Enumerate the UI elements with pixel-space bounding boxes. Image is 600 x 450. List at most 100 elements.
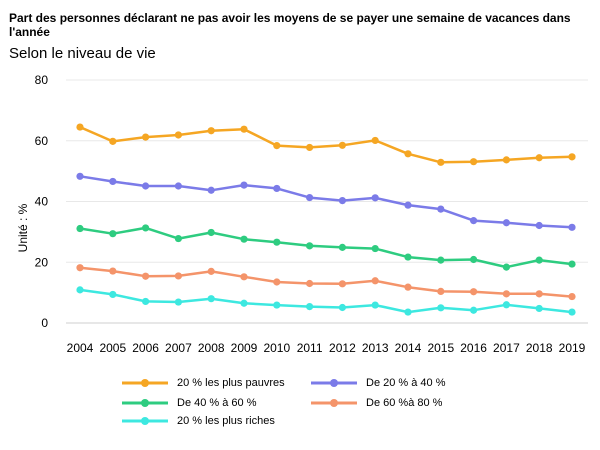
data-point[interactable] — [273, 184, 281, 193]
data-point[interactable] — [174, 234, 182, 243]
data-point[interactable] — [76, 123, 84, 131]
data-point[interactable] — [76, 286, 84, 294]
x-tick-label: 2015 — [427, 341, 454, 355]
x-tick-label: 2007 — [165, 341, 192, 355]
data-point[interactable] — [109, 177, 117, 186]
data-point[interactable] — [568, 292, 576, 301]
data-point[interactable] — [371, 277, 379, 285]
data-point[interactable] — [207, 186, 215, 194]
x-tick-label: 2017 — [493, 341, 520, 355]
data-point[interactable] — [306, 143, 314, 152]
data-point[interactable] — [437, 205, 445, 213]
data-point[interactable] — [371, 301, 379, 309]
data-point[interactable] — [535, 154, 543, 162]
data-point[interactable] — [338, 141, 346, 149]
data-point[interactable] — [207, 228, 215, 237]
x-tick-label: 2018 — [526, 341, 553, 355]
data-point[interactable] — [404, 283, 412, 291]
data-point[interactable] — [109, 267, 117, 275]
x-tick-label: 2013 — [362, 341, 389, 355]
data-point[interactable] — [568, 308, 576, 316]
data-point[interactable] — [437, 256, 445, 264]
y-tick-label: 20 — [35, 255, 49, 269]
data-point[interactable] — [470, 306, 478, 314]
data-point[interactable] — [404, 201, 412, 209]
data-point[interactable] — [240, 273, 248, 281]
data-point[interactable] — [76, 172, 84, 180]
data-point[interactable] — [338, 303, 346, 312]
data-point[interactable] — [109, 290, 117, 299]
data-point[interactable] — [437, 158, 445, 166]
series-line — [79, 226, 573, 269]
y-tick-labels: 0 20 40 60 80 — [35, 73, 49, 330]
data-point[interactable] — [174, 298, 182, 306]
data-point[interactable] — [76, 264, 84, 272]
x-tick-label: 2009 — [231, 341, 258, 355]
data-point[interactable] — [535, 256, 543, 264]
data-point[interactable] — [535, 304, 543, 313]
x-tick-label: 2014 — [395, 341, 422, 355]
data-point[interactable] — [470, 255, 478, 264]
data-point[interactable] — [306, 193, 314, 202]
data-point[interactable] — [338, 196, 346, 205]
data-point[interactable] — [273, 278, 281, 286]
data-point[interactable] — [207, 295, 215, 303]
data-point[interactable] — [142, 272, 150, 280]
data-point[interactable] — [142, 224, 150, 232]
data-point[interactable] — [142, 182, 150, 190]
data-point[interactable] — [470, 288, 478, 296]
data-point[interactable] — [371, 194, 379, 202]
x-tick-label: 2004 — [67, 341, 94, 355]
data-point[interactable] — [240, 125, 248, 133]
data-point[interactable] — [109, 230, 117, 238]
data-point[interactable] — [568, 223, 576, 231]
data-point[interactable] — [502, 219, 510, 227]
data-point[interactable] — [502, 263, 510, 271]
gridlines — [66, 79, 588, 324]
data-point[interactable] — [240, 235, 248, 243]
data-point[interactable] — [404, 308, 412, 316]
data-point[interactable] — [437, 304, 445, 312]
data-point[interactable] — [371, 244, 379, 253]
y-tick-label: 60 — [35, 134, 49, 148]
data-point[interactable] — [502, 156, 510, 164]
data-point[interactable] — [207, 127, 215, 135]
series-1 — [76, 123, 576, 166]
data-point[interactable] — [470, 158, 478, 166]
data-point[interactable] — [404, 150, 412, 158]
data-point[interactable] — [207, 267, 215, 275]
data-point[interactable] — [174, 131, 182, 139]
x-tick-label: 2008 — [198, 341, 225, 355]
data-point[interactable] — [338, 280, 346, 288]
data-point[interactable] — [76, 224, 84, 233]
data-point[interactable] — [273, 301, 281, 309]
y-tick-label: 40 — [35, 195, 49, 209]
data-point[interactable] — [240, 299, 248, 307]
data-point[interactable] — [174, 272, 182, 280]
data-point[interactable] — [109, 137, 117, 145]
data-point[interactable] — [502, 290, 510, 298]
data-point[interactable] — [535, 221, 543, 230]
y-axis-label: Unité : % — [16, 203, 30, 252]
data-point[interactable] — [273, 142, 281, 150]
data-point[interactable] — [142, 133, 150, 141]
data-point[interactable] — [142, 297, 150, 306]
data-point[interactable] — [568, 153, 576, 161]
data-point[interactable] — [306, 279, 314, 288]
data-point[interactable] — [437, 287, 445, 296]
data-point[interactable] — [240, 181, 248, 189]
data-point[interactable] — [404, 253, 412, 261]
data-point[interactable] — [502, 301, 510, 309]
x-tick-label: 2019 — [559, 341, 586, 355]
data-point[interactable] — [568, 260, 576, 268]
data-point[interactable] — [535, 290, 543, 298]
data-point[interactable] — [470, 217, 478, 225]
data-point[interactable] — [273, 238, 281, 246]
x-tick-label: 2005 — [99, 341, 126, 355]
data-point[interactable] — [174, 182, 182, 190]
data-point[interactable] — [306, 242, 314, 250]
data-point[interactable] — [338, 243, 346, 251]
data-point[interactable] — [306, 302, 314, 311]
data-point[interactable] — [371, 136, 379, 145]
